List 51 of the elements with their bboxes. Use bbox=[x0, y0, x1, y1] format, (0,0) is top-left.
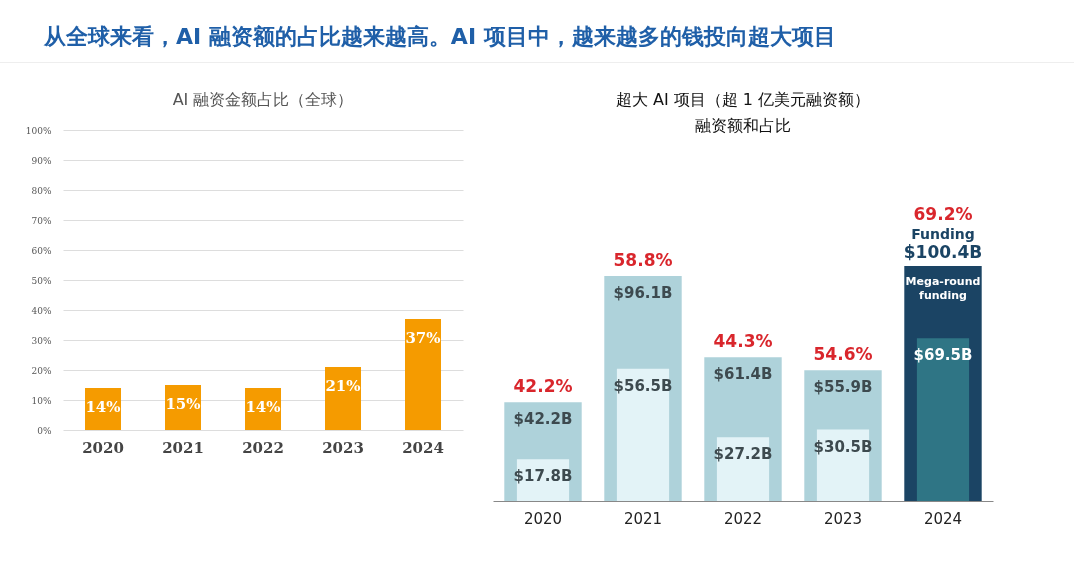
y-tick-label: 30% bbox=[31, 335, 52, 346]
data-label: 15% bbox=[165, 395, 201, 413]
y-tick-label: 80% bbox=[31, 185, 52, 196]
y-tick-label: 10% bbox=[31, 395, 52, 406]
data-label: 37% bbox=[405, 329, 441, 347]
bar bbox=[405, 319, 441, 430]
x-tick-label: 2021 bbox=[623, 509, 663, 528]
y-tick-label: 100% bbox=[25, 125, 52, 136]
data-label: $61.4B bbox=[713, 365, 773, 384]
y-tick-label: 50% bbox=[31, 275, 52, 286]
data-label: 14% bbox=[245, 398, 281, 416]
annotation: 42.2% bbox=[513, 376, 573, 397]
annotation: 69.2% bbox=[913, 204, 973, 224]
bar bbox=[616, 368, 670, 501]
data-label: $30.5B bbox=[813, 437, 873, 456]
data-label: $42.2B bbox=[513, 410, 573, 429]
data-label: $56.5B bbox=[613, 376, 673, 395]
x-tick-label: 2020 bbox=[523, 509, 563, 528]
x-tick-label: 2021 bbox=[162, 438, 204, 457]
x-tick-label: 2022 bbox=[242, 438, 284, 457]
annotation: 44.3% bbox=[713, 331, 773, 352]
data-label: $55.9B bbox=[813, 378, 873, 397]
chart-subtitle: 融资额和占比 bbox=[695, 116, 791, 135]
bar bbox=[916, 338, 970, 501]
text: 从全球来看，AI 融资额的占比越来越高。AI 项目中，越来越多的钱投向超大项目 bbox=[0, 0, 1074, 63]
y-tick-label: 90% bbox=[31, 155, 52, 166]
y-tick-label: 60% bbox=[31, 245, 52, 256]
data-label: $27.2B bbox=[713, 445, 773, 464]
x-tick-label: 2024 bbox=[923, 509, 963, 528]
data-label: 21% bbox=[325, 377, 361, 395]
data-label: $17.8B bbox=[513, 467, 573, 486]
annotation: 58.8% bbox=[613, 250, 673, 271]
data-label: $69.5B bbox=[913, 346, 973, 365]
y-tick-label: 0% bbox=[37, 425, 52, 436]
chart-title: 超大 AI 项目（超 1 亿美元融资额） bbox=[615, 90, 871, 109]
y-tick-label: 70% bbox=[31, 215, 52, 226]
data-label: $100.4B bbox=[903, 242, 983, 262]
x-tick-label: 2023 bbox=[823, 509, 863, 528]
data-label: 14% bbox=[85, 398, 121, 416]
x-tick-label: 2023 bbox=[322, 438, 364, 457]
x-tick-label: 2024 bbox=[402, 438, 444, 457]
data-label: $96.1B bbox=[613, 284, 673, 303]
annotation: 54.6% bbox=[813, 344, 873, 365]
series-label: Funding bbox=[911, 226, 975, 242]
x-tick-label: 2020 bbox=[82, 438, 124, 457]
y-tick-label: 40% bbox=[31, 305, 52, 316]
y-tick-label: 20% bbox=[31, 365, 52, 376]
x-tick-label: 2022 bbox=[723, 509, 763, 528]
text: Mega-round funding bbox=[905, 275, 981, 302]
chart-title: AI 融资金额占比（全球） bbox=[172, 90, 354, 109]
bar bbox=[325, 367, 361, 430]
